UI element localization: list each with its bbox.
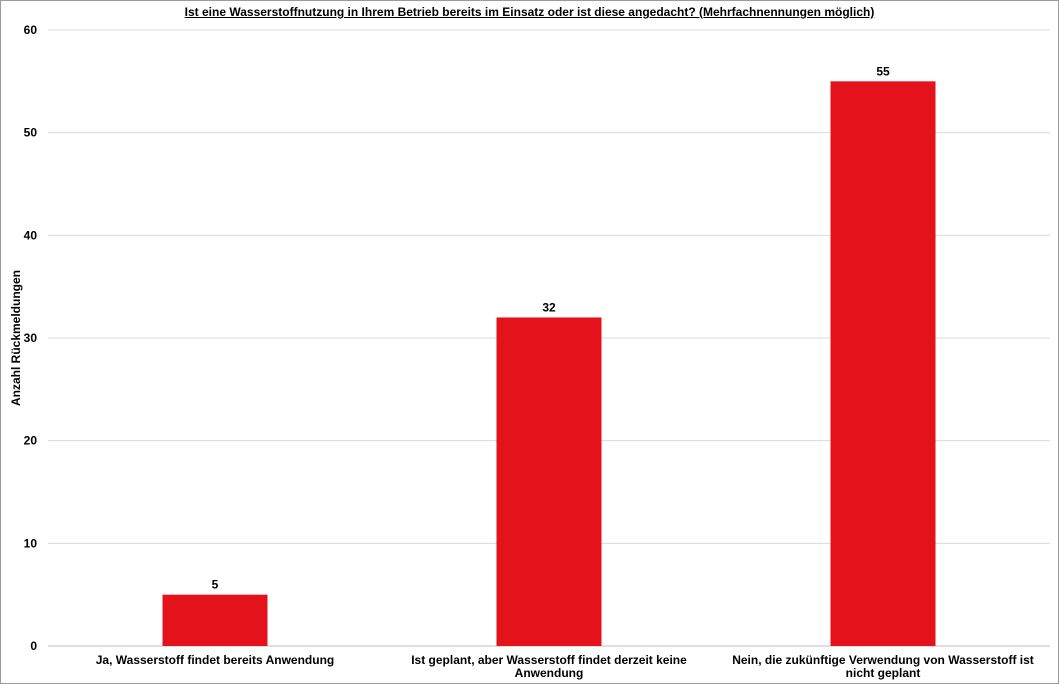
y-tick-label: 50 bbox=[24, 126, 38, 140]
bar bbox=[496, 317, 602, 646]
y-tick-label: 40 bbox=[24, 228, 38, 242]
data-label: 5 bbox=[212, 578, 219, 592]
x-tick-label: Ist geplant, aber Wasserstoff findet der… bbox=[411, 653, 687, 680]
y-tick-label: 60 bbox=[24, 23, 38, 37]
data-label: 55 bbox=[876, 64, 890, 78]
y-tick-label: 0 bbox=[30, 639, 37, 653]
y-tick-label: 30 bbox=[24, 331, 38, 345]
chart-title: Ist eine Wasserstoffnutzung in Ihrem Bet… bbox=[184, 5, 875, 19]
y-tick-label: 20 bbox=[24, 434, 38, 448]
bar bbox=[830, 81, 936, 647]
x-tick-label: Ja, Wasserstoff findet bereits Anwendung bbox=[95, 653, 335, 667]
data-label: 32 bbox=[542, 300, 556, 314]
bar bbox=[162, 594, 268, 646]
y-tick-label: 10 bbox=[24, 536, 38, 550]
x-tick-label: Nein, die zukünftige Verwendung von Wass… bbox=[732, 653, 1034, 680]
